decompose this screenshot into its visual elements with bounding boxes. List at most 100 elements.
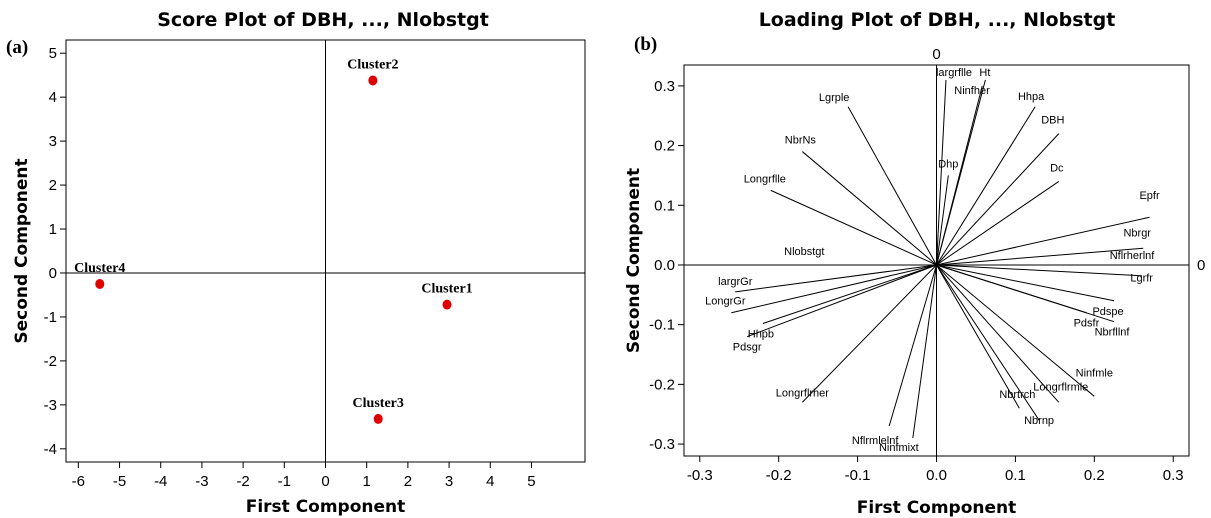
- y-tick-label: -0.1: [649, 317, 675, 334]
- loading-vector: [912, 264, 937, 439]
- loading-vector: [888, 264, 937, 427]
- loading-label: Pdsgr: [733, 342, 762, 354]
- loading-label: Nbrnp: [1024, 415, 1054, 427]
- x-tick-label: -0.2: [766, 467, 792, 484]
- panel-label: (b): [634, 34, 657, 55]
- loading-vector: [936, 247, 1144, 266]
- x-tick-label: 3: [445, 473, 453, 490]
- y-tick-label: 2: [49, 177, 57, 194]
- loading-label: Nbrfllnf: [1095, 327, 1131, 339]
- loading-plot: (b) Loading Plot of DBH, ..., Nlobstgt Fir…: [624, 9, 1205, 518]
- x-tick-label: -3: [195, 473, 208, 490]
- x-tick-label: -4: [154, 473, 167, 490]
- loading-label: Nbrtrch: [999, 389, 1035, 401]
- loading-label: Ninfher: [954, 85, 990, 97]
- x-axis-title: First Component: [857, 498, 1017, 518]
- loading-vector: [762, 264, 937, 324]
- point-label: Cluster1: [421, 282, 472, 297]
- loading-label: Ht: [979, 67, 990, 79]
- y-tick-label: 0.2: [654, 138, 675, 155]
- plot-title: Loading Plot of DBH, ..., Nlobstgt: [759, 9, 1116, 31]
- loading-label: Pdspe: [1092, 306, 1123, 318]
- y-tick-label: 0.1: [654, 197, 675, 214]
- loading-label: Hhpa: [1018, 91, 1045, 103]
- loading-label: Lgrfr: [1130, 273, 1153, 285]
- loading-label: Epfr: [1139, 190, 1160, 202]
- loading-vector: [936, 264, 1040, 421]
- loading-label: DBH: [1041, 115, 1064, 127]
- x-tick-label: 0.1: [1005, 467, 1026, 484]
- loading-label: Nflrherlnf: [1110, 250, 1156, 262]
- loading-vector: [731, 264, 937, 314]
- y-axis-title: Second Component: [12, 158, 32, 343]
- loading-vector: [936, 264, 1115, 302]
- y-tick-label: -2: [44, 353, 57, 370]
- loading-label: Ninfmle: [1076, 367, 1113, 379]
- loading-vector: [735, 264, 937, 293]
- loading-vector: [936, 264, 1060, 403]
- loading-label: Dc: [1050, 162, 1064, 174]
- y-tick-label: -0.3: [649, 436, 675, 453]
- plot-title: Score Plot of DBH, ..., Nlobstgt: [157, 9, 489, 31]
- loading-label: Nlobstgt: [784, 246, 824, 258]
- x-tick-label: -2: [236, 473, 249, 490]
- x-tick-label: -1: [278, 473, 291, 490]
- y-tick-label: -4: [44, 441, 57, 458]
- y-axis-title: Second Component: [624, 168, 644, 353]
- point-label: Cluster3: [353, 396, 404, 411]
- loading-label: Dhp: [938, 158, 958, 170]
- loading-vector: [936, 264, 1095, 397]
- loading-vector: [936, 79, 947, 266]
- data-point: [368, 75, 378, 86]
- loading-vector: [936, 264, 1142, 277]
- loading-label: Longrflrmle: [1033, 381, 1088, 393]
- x-tick-label: 0.3: [1163, 467, 1184, 484]
- y-tick-label: 3: [49, 133, 57, 150]
- data-point: [442, 299, 452, 310]
- loading-vector: [936, 216, 1150, 266]
- x-tick-label: 4: [486, 473, 494, 490]
- x-tick-label: 5: [527, 473, 535, 490]
- loading-vector: [770, 189, 937, 266]
- y-tick-label: 0.3: [654, 78, 675, 95]
- y-tick-label: 5: [49, 45, 57, 62]
- loading-label: NbrNs: [785, 135, 817, 147]
- score-plot: (a) Score Plot of DBH, ..., Nlobstgt First…: [6, 9, 586, 517]
- loading-vector: [936, 175, 949, 266]
- x-tick-label: 0: [321, 473, 329, 490]
- loading-vector: [802, 151, 937, 266]
- x-tick-label: 1: [363, 473, 371, 490]
- reference-label-vertical: 0: [932, 46, 940, 63]
- point-label: Cluster2: [347, 57, 398, 72]
- y-tick-label: 0.0: [654, 257, 675, 274]
- loading-label: Nbrgr: [1123, 227, 1151, 239]
- loading-vector: [936, 106, 1036, 266]
- loading-label: LongrGr: [705, 296, 746, 308]
- panel-label: (a): [6, 37, 28, 58]
- loading-label: largrGr: [718, 276, 753, 288]
- y-tick-label: -0.2: [649, 376, 675, 393]
- loading-vector: [802, 264, 937, 403]
- x-tick-label: -0.3: [687, 467, 713, 484]
- y-tick-label: 0: [49, 265, 57, 282]
- x-axis-title: First Component: [246, 497, 406, 517]
- loading-label: largrflle: [936, 67, 972, 79]
- y-tick-label: 4: [49, 89, 57, 106]
- loading-vector: [936, 85, 983, 266]
- loading-label: Ninfmixt: [879, 442, 919, 454]
- y-tick-label: -3: [44, 397, 57, 414]
- x-tick-label: -0.1: [845, 467, 871, 484]
- loading-vector: [746, 264, 937, 338]
- data-point: [95, 278, 105, 289]
- loading-vector: [847, 106, 937, 266]
- loading-label: Hhpb: [748, 328, 774, 340]
- loading-label: Lgrple: [819, 92, 850, 104]
- loading-label: Longrflle: [744, 173, 786, 185]
- x-tick-label: 2: [404, 473, 412, 490]
- loading-label: Pdsfr: [1074, 318, 1100, 330]
- loading-vector: [936, 264, 1115, 323]
- y-tick-label: -1: [44, 309, 57, 326]
- y-tick-label: 1: [49, 221, 57, 238]
- loading-vector: [936, 264, 1020, 409]
